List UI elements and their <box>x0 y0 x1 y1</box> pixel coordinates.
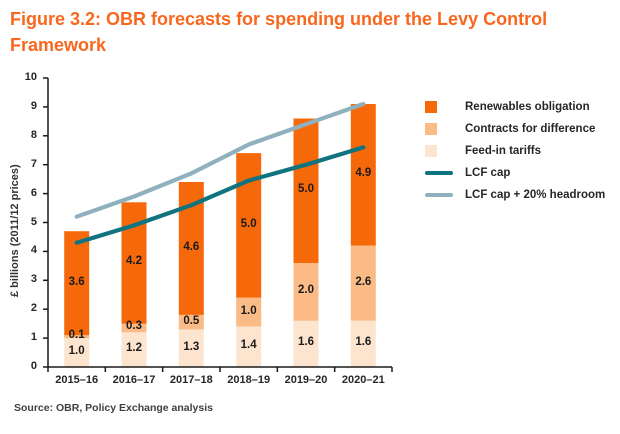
legend-label: LCF cap + 20% headroom <box>465 189 606 201</box>
legend-item: Renewables obligation <box>425 96 605 118</box>
y-tick-label: 6 <box>30 186 37 199</box>
bar-value-label: 0.5 <box>183 314 200 327</box>
legend-item: LCF cap <box>425 162 605 184</box>
bar-value-label: 1.3 <box>183 340 200 353</box>
x-tick-label: 2015–16 <box>55 374 99 386</box>
legend-item: Contracts for difference <box>425 118 605 140</box>
y-axis-title: £ billions (2011/12 prices) <box>9 164 21 297</box>
bar-value-label: 2.6 <box>355 275 372 288</box>
y-tick-label: 3 <box>30 273 37 286</box>
bar-segment <box>64 338 90 367</box>
legend-swatch-box <box>425 101 453 113</box>
bar-segment <box>121 323 147 333</box>
bar-value-label: 0.3 <box>126 320 142 333</box>
bar-segment <box>350 320 376 367</box>
bar-value-label: 2.0 <box>298 284 314 297</box>
x-tick-label: 2018–19 <box>227 374 271 386</box>
legend-swatch-box <box>425 145 453 157</box>
x-tick-label: 2020–21 <box>341 374 385 386</box>
bar-value-label: 1.0 <box>68 345 85 358</box>
y-tick-label: 5 <box>30 215 37 228</box>
bar-value-label: 4.2 <box>126 255 142 268</box>
bar-value-label: 1.4 <box>240 339 257 352</box>
legend-square-swatch-icon <box>425 101 437 113</box>
bar-value-label: 4.6 <box>183 241 200 253</box>
legend-label: LCF cap <box>465 167 511 179</box>
bar-segment <box>236 297 262 327</box>
legend: Renewables obligation Contracts for diffe… <box>425 96 605 206</box>
bar-value-label: 1.2 <box>126 342 142 355</box>
y-tick-label: 10 <box>24 71 37 83</box>
bar-value-label: 0.1 <box>68 329 85 342</box>
y-tick-label: 2 <box>30 302 37 315</box>
source-note: Source: OBR, Policy Exchange analysis <box>14 402 213 414</box>
bar-value-label: 4.9 <box>355 167 372 180</box>
bar-value-label: 3.6 <box>68 275 85 288</box>
legend-square-swatch-icon <box>425 145 437 157</box>
bar-value-label: 1.6 <box>298 336 314 349</box>
bar-segment <box>236 326 262 367</box>
bar-value-label: 5.0 <box>298 183 314 196</box>
figure-title: Figure 3.2: OBR forecasts for spending u… <box>10 9 548 56</box>
x-tick-label: 2016–17 <box>112 374 156 386</box>
lcf-cap-line <box>74 145 366 245</box>
legend-square-swatch-icon <box>425 123 437 135</box>
bar-segment <box>350 245 376 321</box>
y-tick-label: 4 <box>30 244 37 257</box>
legend-line-swatch-icon <box>425 171 453 175</box>
legend-swatch-box <box>425 123 453 135</box>
bar-value-label: 1.0 <box>240 304 257 317</box>
bar-segment <box>293 118 319 263</box>
legend-swatch-box <box>425 171 453 175</box>
legend-item: LCF cap + 20% headroom <box>425 184 605 206</box>
bar-segment <box>350 104 376 246</box>
legend-swatch-box <box>425 193 453 197</box>
legend-item: Feed-in tariffs <box>425 140 605 162</box>
y-tick-label: 7 <box>30 157 37 170</box>
x-tick-label: 2019–20 <box>284 374 328 386</box>
bar-segment <box>178 315 204 330</box>
lcf-cap-20-headroom-line <box>74 101 366 219</box>
bar-segment <box>64 335 90 339</box>
bar-segment <box>293 320 319 367</box>
y-tick-label: 9 <box>30 99 37 112</box>
y-tick-label: 0 <box>30 360 37 372</box>
bar-segment <box>178 329 204 367</box>
bar-segment <box>121 332 147 367</box>
legend-label: Contracts for difference <box>465 123 596 135</box>
bar-segment <box>293 263 319 321</box>
bar-segment <box>64 231 90 336</box>
legend-line-swatch-icon <box>425 193 453 197</box>
bar-value-label: 5.0 <box>240 217 257 230</box>
x-tick-label: 2017–18 <box>169 374 213 386</box>
bar-value-label: 1.6 <box>355 336 372 349</box>
legend-label: Feed-in tariffs <box>465 145 542 157</box>
y-tick-label: 1 <box>30 331 37 344</box>
y-tick-label: 8 <box>30 128 37 141</box>
legend-label: Renewables obligation <box>465 101 590 113</box>
